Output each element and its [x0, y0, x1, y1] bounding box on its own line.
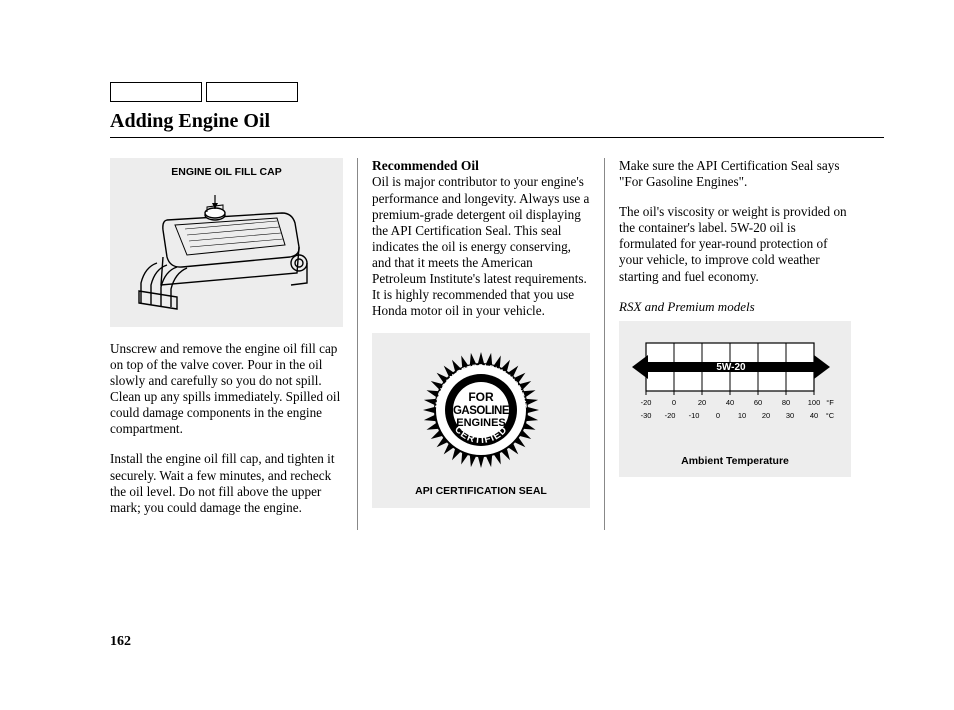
page-number: 162 — [110, 634, 131, 650]
viscosity-chart-svg: 5W-20 -20 0 20 40 60 80 100 °F -30 -20 -10 0 10 20 30… — [628, 335, 843, 445]
col2-para-1: Recommended OilOil is major contributor … — [372, 158, 590, 319]
engine-figure-title: ENGINE OIL FILL CAP — [118, 166, 335, 179]
col1-para-2: Install the engine oil fill cap, and tig… — [110, 451, 343, 515]
temp-chart-caption: Ambient Temperature — [627, 455, 843, 468]
engine-illustration — [127, 185, 327, 315]
svg-text:20: 20 — [761, 411, 769, 420]
header-box-1 — [110, 82, 202, 102]
svg-text:-30: -30 — [640, 411, 651, 420]
column-1: ENGINE OIL FILL CAP — [110, 158, 357, 530]
seal-line3: ENGINES — [456, 417, 506, 429]
svg-text:60: 60 — [753, 398, 761, 407]
temperature-chart: 5W-20 -20 0 20 40 60 80 100 °F -30 -20 -10 0 10 20 30… — [619, 321, 851, 478]
seal-line1: FOR — [468, 390, 494, 404]
svg-text:20: 20 — [697, 398, 705, 407]
svg-text:0: 0 — [715, 411, 719, 420]
col1-para-1: Unscrew and remove the engine oil fill c… — [110, 341, 343, 438]
engine-figure: ENGINE OIL FILL CAP — [110, 158, 343, 327]
column-2: Recommended OilOil is major contributor … — [357, 158, 604, 530]
svg-text:0: 0 — [671, 398, 675, 407]
column-3: Make sure the API Certification Seal say… — [604, 158, 851, 530]
svg-text:30: 30 — [785, 411, 793, 420]
svg-text:40: 40 — [725, 398, 733, 407]
svg-text:100: 100 — [807, 398, 820, 407]
col3-para-1: Make sure the API Certification Seal say… — [619, 158, 851, 190]
svg-text:-20: -20 — [640, 398, 651, 407]
recommended-oil-heading: Recommended Oil — [372, 158, 479, 173]
svg-text:40: 40 — [809, 411, 817, 420]
col3-para-2: The oil's viscosity or weight is provide… — [619, 204, 851, 284]
oil-grade-label: 5W-20 — [716, 362, 746, 373]
svg-text:-20: -20 — [664, 411, 675, 420]
api-seal-figure: AMERICAN PETROLEUM INSTITUTE CERTIFIED F… — [372, 333, 590, 508]
header-box-2 — [206, 82, 298, 102]
page-title: Adding Engine Oil — [110, 110, 884, 138]
svg-text:10: 10 — [737, 411, 745, 420]
svg-text:°F: °F — [826, 398, 834, 407]
svg-text:80: 80 — [781, 398, 789, 407]
svg-text:°C: °C — [825, 411, 834, 420]
seal-line2: GASOLINE — [453, 405, 510, 417]
header-boxes — [110, 82, 884, 102]
col2-body: Oil is major contributor to your engine'… — [372, 174, 589, 318]
models-note: RSX and Premium models — [619, 299, 851, 315]
api-seal-caption: API CERTIFICATION SEAL — [380, 485, 582, 498]
api-seal-icon: AMERICAN PETROLEUM INSTITUTE CERTIFIED F… — [416, 345, 546, 475]
svg-text:-10: -10 — [688, 411, 699, 420]
